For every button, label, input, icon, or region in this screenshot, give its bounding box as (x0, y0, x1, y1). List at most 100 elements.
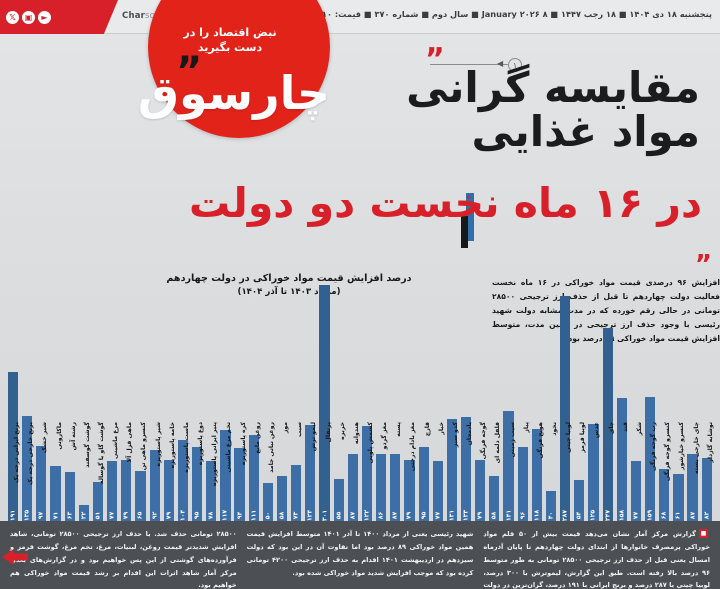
bar-column: ۵۰ (261, 282, 275, 522)
category-label: برنج ایرانی درجه یک (13, 422, 21, 484)
bar-column: ۳۰۱ (317, 282, 331, 522)
bar: ۱۲۴ (305, 424, 316, 522)
category-label-cell: موز (275, 420, 289, 516)
footer-column-middle: شهید رئیسی یعنی از مرداد ۱۴۰۰ تا آذر ۱۴۰… (246, 530, 474, 577)
bar-column: ۱۱۸ (530, 282, 544, 522)
bar-column: ۷۷ (431, 282, 445, 522)
category-label: دوغ پاستوریزه (197, 422, 205, 466)
bar: ۱۴۱ (503, 411, 514, 522)
bar-column: ۲۸۷ (558, 282, 572, 522)
category-label-cell: لوبیا چیتی (558, 420, 572, 516)
bar-column: ۷۱ (48, 282, 62, 522)
bar: ۴۰ (545, 490, 557, 522)
category-label-cell: برنج ایرانی درجه یک (6, 420, 20, 516)
bar: ۹۶ (517, 446, 528, 522)
bar-column: ۱۳۱ (445, 282, 459, 522)
category-label-cell: کشمش پلویی (360, 420, 374, 516)
drop-cap-marker: ■ (699, 529, 708, 538)
category-label-cell: سیب (289, 420, 303, 516)
category-label: گوشت گاو یا گوساله (98, 422, 106, 484)
telegram-icon[interactable]: ► (38, 10, 51, 24)
category-label: سیب زمینی (508, 422, 516, 458)
category-label-cell: مغز گردو (374, 420, 388, 516)
bar-column: ۸۲ (700, 282, 714, 522)
category-label-cell: مغز بادام درختی (402, 420, 416, 516)
category-label-cell: دوغ پاستوریزه (190, 420, 204, 516)
bar: ۵۵ (333, 478, 344, 522)
category-label: چای خارجی بسته (692, 422, 700, 474)
bar: ۱۱۷ (220, 430, 231, 522)
logo-wordmark: چارسوق (137, 66, 330, 120)
category-label-cell: هویج فرنگی (530, 420, 544, 516)
bar-column: ۴۰ (544, 282, 558, 522)
bar-column: ۸۷ (686, 282, 700, 522)
bar: ۱۵۸ (616, 397, 627, 522)
bar-column: ۹۴ (233, 282, 247, 522)
category-label-cell: رشته آش (63, 420, 77, 516)
category-label: ماست پاستوریزه (182, 422, 190, 473)
bar: ۸۷ (390, 453, 401, 522)
bar-column: ۹۵ (190, 282, 204, 522)
bar-column: ۵۵ (332, 282, 346, 522)
headline-rule (430, 64, 508, 65)
bar: ۵۰ (262, 482, 273, 522)
bar-column: ۱۳۵ (20, 282, 34, 522)
bar-column: ۱۱۷ (218, 282, 232, 522)
category-label: مرغ ماشینی (112, 422, 120, 460)
category-label-cell: قارچ (417, 420, 431, 516)
bar: ۷۷ (432, 461, 443, 522)
bar-column: ۸۶ (374, 282, 388, 522)
bar: ۳۰۱ (319, 285, 330, 522)
category-label-cell: روغن نباتی جامد (261, 420, 275, 516)
bar: ۵۴ (574, 479, 585, 522)
category-label: سیب (296, 422, 304, 437)
bar: ۱۹۱ (7, 371, 19, 522)
bar: ۷۹ (121, 459, 132, 522)
bar: ۶۳ (64, 472, 75, 522)
category-label-cell: قند (615, 420, 629, 516)
bar-column: ۷۷ (105, 282, 119, 522)
category-label-cell: خامه پاستوریزه (162, 420, 176, 516)
category-label: خیار (437, 422, 445, 435)
instagram-icon[interactable]: ▣ (22, 10, 35, 24)
category-label-cell: شکر (629, 420, 643, 516)
category-label: روغن نباتی جامد (267, 422, 275, 473)
category-label: مغز بادام درختی (409, 422, 417, 472)
category-label-cell: گوجه فرنگی (473, 420, 487, 516)
category-label: شکر (635, 422, 643, 436)
category-label-cell: روغن مایع (247, 420, 261, 516)
category-label-cell: چای خارجی بسته (686, 420, 700, 516)
category-label-cell: کره پاستوریزه (233, 420, 247, 516)
bar-column: ۱۲۵ (586, 282, 600, 522)
bar: ۸۷ (687, 453, 698, 522)
bar-column: ۱۲۴ (303, 282, 317, 522)
bar: ۹۵ (418, 447, 429, 522)
category-label: رب گوجه فرنگی (650, 422, 658, 472)
category-label: پرتقال (324, 422, 332, 443)
bar-column: ۶۳ (63, 282, 77, 522)
category-label: مغز گردو (381, 422, 389, 450)
bar-column: ۷۷ (629, 282, 643, 522)
bar: ۲۲ (78, 504, 89, 522)
x-icon[interactable]: 𝕏 (6, 10, 19, 24)
bar-column: ۶۵ (133, 282, 147, 522)
category-label-cell: کدو سبز (445, 420, 459, 516)
bar: ۷۳ (291, 464, 302, 522)
category-label-cell: کنسرو خیارشور (671, 420, 685, 516)
bar: ۸۲ (701, 457, 712, 522)
headline-accent-dark (461, 216, 468, 248)
category-label-cell: بادمجان (459, 420, 473, 516)
category-label: کشمش پلویی (366, 422, 374, 464)
category-label-cell: ماست پاستوریزه (176, 420, 190, 516)
bar: ۷۹ (475, 459, 486, 522)
category-label: پیاز (522, 422, 530, 433)
category-label-cell: رب گوجه فرنگی (643, 420, 657, 516)
category-label-cell: کنسرو ماهی تن (133, 420, 147, 516)
bar-column: ۵۸ (487, 282, 501, 522)
bar-column: ۷۹ (162, 282, 176, 522)
category-label-cell: نوشابه گازدار (700, 420, 714, 516)
bar-column: ۶۸ (657, 282, 671, 522)
headline-line-1: مقایسه گرانی (406, 63, 701, 112)
bar: ۵۱ (92, 481, 104, 522)
bar: ۱۳۵ (22, 415, 33, 522)
